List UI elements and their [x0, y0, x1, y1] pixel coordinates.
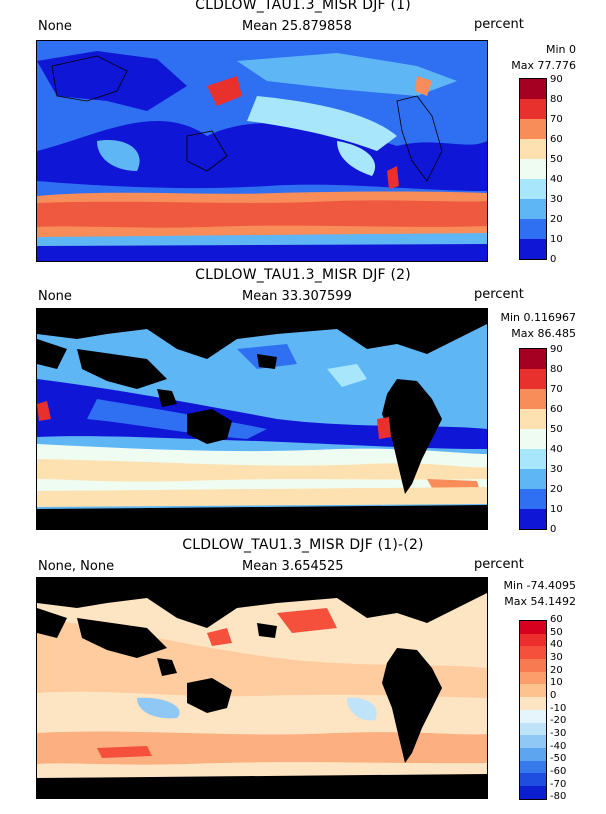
panel-title: CLDLOW_TAU1.3_MISR DJF (1): [195, 0, 411, 13]
map-2: [36, 308, 488, 530]
min-label: Min -74.4095: [503, 579, 576, 592]
panel-minmax: Min -74.4095 Max 54.1492: [504, 578, 576, 610]
panel-title: CLDLOW_TAU1.3_MISR DJF (2): [195, 267, 411, 283]
panel-minmax: Min 0 Max 77.776: [511, 42, 576, 74]
colorbar-tick: 0: [550, 524, 557, 535]
panel-mean-label: Mean 3.654525: [242, 559, 344, 574]
colorbar-tick: -30: [550, 728, 567, 739]
colorbar-tick: -40: [550, 741, 567, 752]
panel-units-label: percent: [474, 287, 524, 302]
panel-mean-label: Mean 25.879858: [242, 19, 352, 34]
max-label: Max 54.1492: [504, 595, 576, 608]
map-1-svg: [37, 41, 487, 261]
colorbar-tick: 20: [550, 484, 563, 495]
colorbar-tick: 40: [550, 444, 563, 455]
colorbar-1: [519, 78, 547, 260]
colorbar-tick: 0: [550, 254, 557, 265]
colorbar-tick: 40: [550, 639, 563, 650]
min-label: Min 0.116967: [500, 311, 576, 324]
colorbar-tick: 20: [550, 665, 563, 676]
colorbar-tick: 30: [550, 652, 563, 663]
colorbar-tick: 20: [550, 214, 563, 225]
panel-left-label: None, None: [38, 559, 115, 574]
colorbar-tick: -80: [550, 791, 567, 802]
colorbar-tick: 10: [550, 234, 563, 245]
panel-units-label: percent: [474, 557, 524, 572]
panel-minmax: Min 0.116967 Max 86.485: [500, 310, 576, 342]
colorbar-tick: 0: [550, 690, 557, 701]
colorbar-tick: 10: [550, 504, 563, 515]
land-mask: [37, 578, 487, 798]
colorbar-tick: 60: [550, 404, 563, 415]
colorbar-tick: 60: [550, 134, 563, 145]
panel-mean-label: Mean 33.307599: [242, 289, 352, 304]
map-3: [36, 577, 488, 799]
colorbar-tick: 60: [550, 614, 563, 625]
colorbar-tick: 30: [550, 194, 563, 205]
land-mask: [37, 309, 487, 529]
colorbar-tick: 70: [550, 114, 563, 125]
colorbar-2: [519, 348, 547, 530]
colorbar-tick: -70: [550, 779, 567, 790]
min-label: Min 0: [545, 43, 576, 56]
colorbar-tick: -60: [550, 766, 567, 777]
max-label: Max 77.776: [511, 59, 576, 72]
colorbar-tick: 90: [550, 344, 563, 355]
map-2-svg: [37, 309, 487, 529]
map-3-svg: [37, 578, 487, 798]
panel-left-label: None: [38, 19, 72, 34]
colorbar-tick: 40: [550, 174, 563, 185]
colorbar-tick: 30: [550, 464, 563, 475]
max-label: Max 86.485: [511, 327, 576, 340]
colorbar-3: [519, 620, 547, 800]
colorbar-tick: -50: [550, 753, 567, 764]
panel-left-label: None: [38, 289, 72, 304]
panel-units-label: percent: [474, 17, 524, 32]
panel-title: CLDLOW_TAU1.3_MISR DJF (1)-(2): [182, 537, 424, 553]
map-1: [36, 40, 488, 262]
colorbar-tick: 50: [550, 424, 563, 435]
panel-1: CLDLOW_TAU1.3_MISR DJF (1) None Mean 25.…: [0, 0, 606, 272]
colorbar-tick: 50: [550, 627, 563, 638]
colorbar-tick: -20: [550, 715, 567, 726]
colorbar-tick: 10: [550, 677, 563, 688]
colorbar-tick: 50: [550, 154, 563, 165]
colorbar-tick: 70: [550, 384, 563, 395]
panel-2: CLDLOW_TAU1.3_MISR DJF (2) None Mean 33.…: [0, 267, 606, 542]
colorbar-tick: 80: [550, 94, 563, 105]
colorbar-tick: 90: [550, 74, 563, 85]
panel-3: CLDLOW_TAU1.3_MISR DJF (1)-(2) None, Non…: [0, 537, 606, 812]
colorbar-tick: 80: [550, 364, 563, 375]
colorbar-tick: -10: [550, 703, 567, 714]
